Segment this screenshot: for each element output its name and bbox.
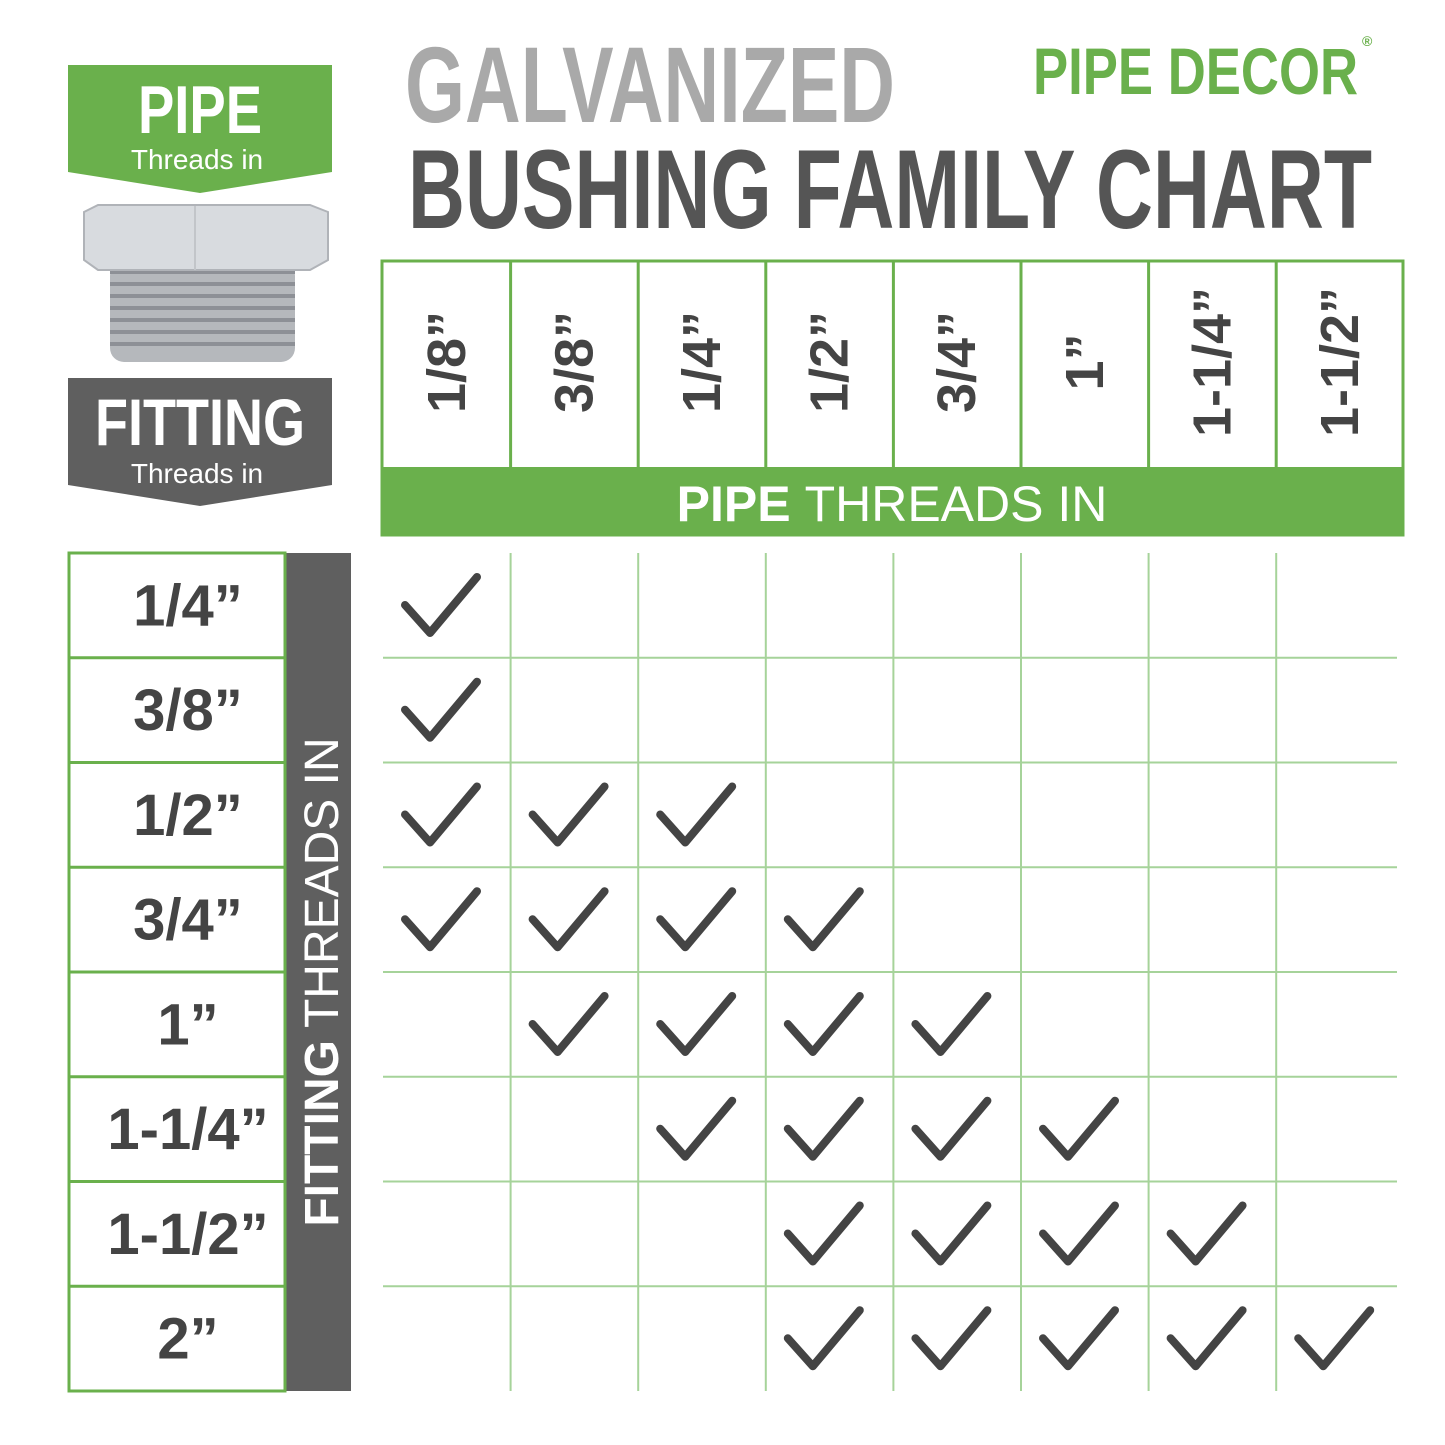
column-label: 3/4”	[927, 311, 987, 413]
check-mark	[528, 782, 609, 847]
check-mark	[656, 1096, 737, 1161]
column-label: 3/8”	[544, 311, 604, 413]
title-line1: GALVANIZED	[405, 24, 895, 145]
row-label: 3/4”	[133, 888, 243, 953]
check-mark	[1039, 1096, 1119, 1161]
row-label: 1-1/2”	[107, 1202, 268, 1267]
brand-mark: ®	[1362, 33, 1373, 49]
check-mark	[401, 677, 481, 742]
column-label: 1-1/2”	[1310, 287, 1370, 437]
row-label: 1/4”	[133, 573, 243, 638]
check-mark	[783, 887, 864, 952]
check-mark	[401, 782, 481, 847]
check-mark	[528, 887, 609, 952]
check-mark	[911, 1096, 992, 1161]
check-mark	[783, 1096, 864, 1161]
row-label: 1”	[157, 992, 218, 1057]
column-label: 1/8”	[417, 311, 477, 413]
column-axis-title: PIPE THREADS IN	[677, 476, 1108, 532]
check-mark	[1039, 1201, 1119, 1266]
column-label: 1/2”	[800, 311, 860, 413]
row-axis-rest: THREADS IN	[296, 737, 349, 1028]
check-mark	[1166, 1306, 1247, 1371]
check-mark	[783, 1201, 864, 1266]
pipe-sub: Threads in	[131, 144, 263, 175]
check-mark	[656, 992, 737, 1056]
check-mark	[783, 1306, 864, 1371]
check-mark	[401, 887, 481, 952]
pipe-banner	[68, 65, 332, 193]
check-mark	[401, 573, 481, 637]
row-label: 3/8”	[133, 678, 243, 743]
fitting-banner	[68, 378, 332, 506]
fitting-sub: Threads in	[131, 458, 263, 489]
bushing-image	[83, 204, 329, 362]
column-label: 1-1/4”	[1182, 287, 1242, 437]
row-label: 1-1/4”	[107, 1097, 268, 1162]
check-mark	[1166, 1201, 1247, 1266]
row-axis-band	[285, 553, 351, 1391]
check-mark	[528, 992, 609, 1056]
column-label: 1”	[1055, 333, 1115, 390]
row-axis-bold: FITTING	[296, 1040, 349, 1227]
column-label: 1/4”	[672, 311, 732, 413]
title-line2: BUSHING FAMILY CHART	[408, 127, 1372, 252]
column-axis-rest: THREADS IN	[805, 476, 1108, 532]
check-mark	[911, 992, 992, 1056]
check-mark	[911, 1306, 992, 1371]
check-mark	[656, 887, 737, 952]
check-mark	[783, 992, 864, 1056]
fitting-label: FITTING	[95, 385, 305, 459]
row-label: 1/2”	[133, 783, 243, 848]
column-axis-bold: PIPE	[677, 476, 791, 532]
check-mark	[1294, 1306, 1375, 1371]
pipe-label: PIPE	[138, 72, 262, 148]
column-axis-band	[381, 467, 1404, 535]
row-label: 2”	[157, 1307, 218, 1372]
check-mark	[656, 782, 737, 847]
brand: PIPE DECOR	[1033, 34, 1358, 108]
check-mark	[1039, 1306, 1119, 1371]
row-axis-title: FITTING THREADS IN	[296, 737, 349, 1226]
check-mark	[911, 1201, 992, 1266]
